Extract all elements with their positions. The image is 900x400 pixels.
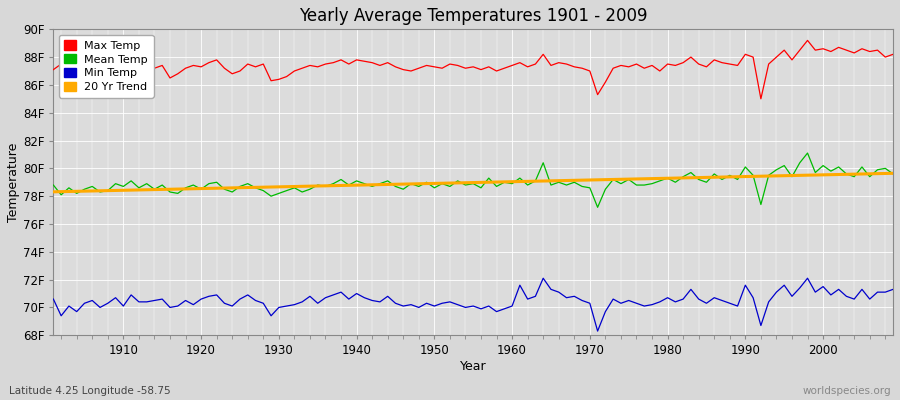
Title: Yearly Average Temperatures 1901 - 2009: Yearly Average Temperatures 1901 - 2009 [299,7,647,25]
Text: Latitude 4.25 Longitude -58.75: Latitude 4.25 Longitude -58.75 [9,386,171,396]
X-axis label: Year: Year [460,360,487,373]
Text: worldspecies.org: worldspecies.org [803,386,891,396]
Legend: Max Temp, Mean Temp, Min Temp, 20 Yr Trend: Max Temp, Mean Temp, Min Temp, 20 Yr Tre… [58,35,154,98]
Y-axis label: Temperature: Temperature [7,142,20,222]
